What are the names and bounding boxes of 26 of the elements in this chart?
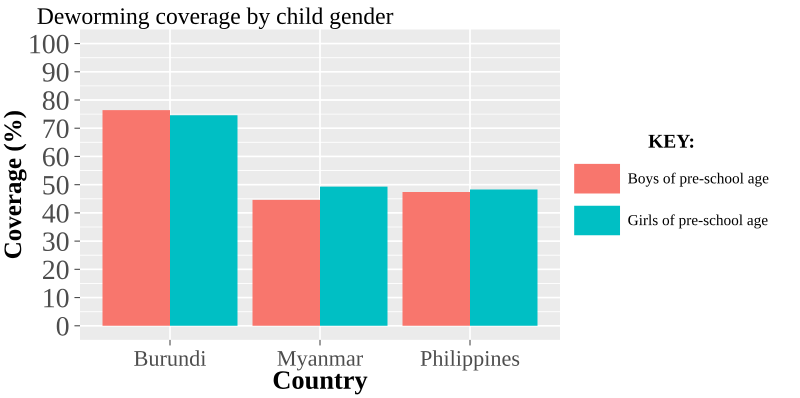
y-tick-label: 70 — [44, 119, 69, 138]
bar — [470, 189, 538, 326]
y-axis-title: Coverage (%) — [4, 111, 27, 258]
bar — [402, 192, 470, 326]
bar — [102, 110, 170, 326]
bar — [170, 115, 238, 326]
y-tick-label: 50 — [43, 176, 69, 195]
y-tick-label: 30 — [43, 232, 69, 252]
bar — [252, 200, 320, 326]
y-tick-label: 20 — [43, 260, 69, 280]
y-tick-label: 90 — [42, 62, 69, 82]
x-tick-label: Philippines — [420, 350, 520, 370]
legend-label: Boys of pre-school age — [628, 172, 768, 187]
x-tick-label: Burundi — [134, 350, 206, 366]
chart-title: Deworming coverage by child gender — [37, 8, 394, 29]
y-tick-label: 100 — [30, 34, 69, 54]
y-tick-label: 10 — [44, 288, 69, 308]
y-tick-label: 80 — [42, 91, 69, 110]
x-tick-label: Myanmar — [277, 351, 363, 370]
legend-title: KEY: — [648, 134, 694, 148]
y-tick-label: 40 — [42, 204, 69, 223]
bar — [320, 186, 388, 326]
legend-label: Girls of pre-school age — [628, 214, 768, 228]
x-axis-title: Country — [274, 371, 368, 394]
y-tick-label: 0 — [56, 316, 69, 336]
y-tick-label: 60 — [43, 148, 69, 166]
